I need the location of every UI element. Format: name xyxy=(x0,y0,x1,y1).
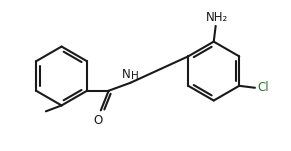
Text: Cl: Cl xyxy=(257,81,269,94)
Text: O: O xyxy=(93,114,102,127)
Text: NH₂: NH₂ xyxy=(205,11,228,24)
Text: H: H xyxy=(131,71,139,81)
Text: N: N xyxy=(122,68,130,81)
